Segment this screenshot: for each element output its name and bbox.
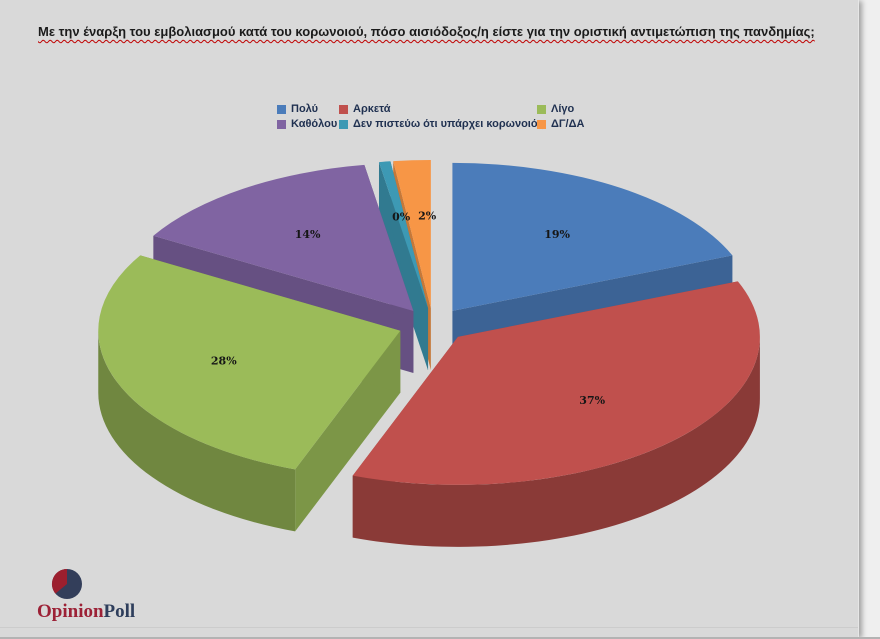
brand-pie-icon (51, 568, 82, 599)
legend-label: Αρκετά (353, 103, 391, 115)
chart-legend: Πολύ Αρκετά Λίγο Καθόλου Δεν πιστεύω ότι… (277, 103, 632, 130)
window-bottom-edge (0, 637, 880, 639)
pie-slice-4-top (378, 161, 429, 309)
pie-slice-2-front-wall (98, 330, 296, 532)
legend-item-den-pisteyo: Δεν πιστεύω ότι υπάρχει κορωνοιός (339, 118, 543, 130)
legend-label: Λίγο (551, 103, 575, 115)
report-page: Με την έναρξη του εμβολιασμού κατά του κ… (0, 0, 859, 639)
legend-label: Πολύ (291, 103, 319, 115)
chart-title: Με την έναρξη του εμβολιασμού κατά του κ… (38, 24, 815, 39)
page-break-line (0, 627, 858, 628)
pie-data-label-2: 28% (211, 354, 237, 367)
legend-item-poly: Πολύ (277, 103, 339, 115)
legend-item-katholou: Καθόλου (277, 118, 339, 130)
pie-slice-2-top (98, 255, 401, 470)
legend-item-ligo: Λίγο (537, 103, 632, 115)
pie-data-label-1: 37% (579, 394, 605, 407)
brand-name: OpinionPoll (37, 601, 135, 623)
pie-slice-1-top (352, 281, 760, 485)
legend-swatch-icon (277, 119, 286, 129)
legend-label: Καθόλου (291, 118, 338, 130)
legend-label: ΔΓ/ΔΑ (551, 118, 585, 130)
pie-slice-0-top (452, 162, 733, 311)
legend-swatch-icon (277, 104, 286, 114)
legend-swatch-icon (339, 104, 348, 114)
brand-name-secondary: Poll (103, 601, 136, 622)
pie-data-label-3: 14% (295, 228, 321, 241)
legend-swatch-icon (537, 104, 546, 114)
legend-label: Δεν πιστεύω ότι υπάρχει κορωνοιός (353, 118, 544, 130)
legend-item-dg-da: ΔΓ/ΔΑ (537, 118, 632, 130)
brand-name-primary: Opinion (37, 601, 104, 622)
pie-slice-1-front-wall (352, 336, 760, 547)
legend-swatch-icon (537, 119, 546, 129)
legend-swatch-icon (339, 119, 348, 129)
pie-data-label-4: 0% (392, 210, 411, 223)
legend-item-arketa: Αρκετά (339, 103, 537, 115)
pie-slice-5-top (393, 160, 431, 309)
pie-data-label-5: 2% (418, 209, 437, 222)
pie-data-label-0: 19% (544, 228, 570, 241)
pie-slice-3-top (153, 164, 414, 311)
